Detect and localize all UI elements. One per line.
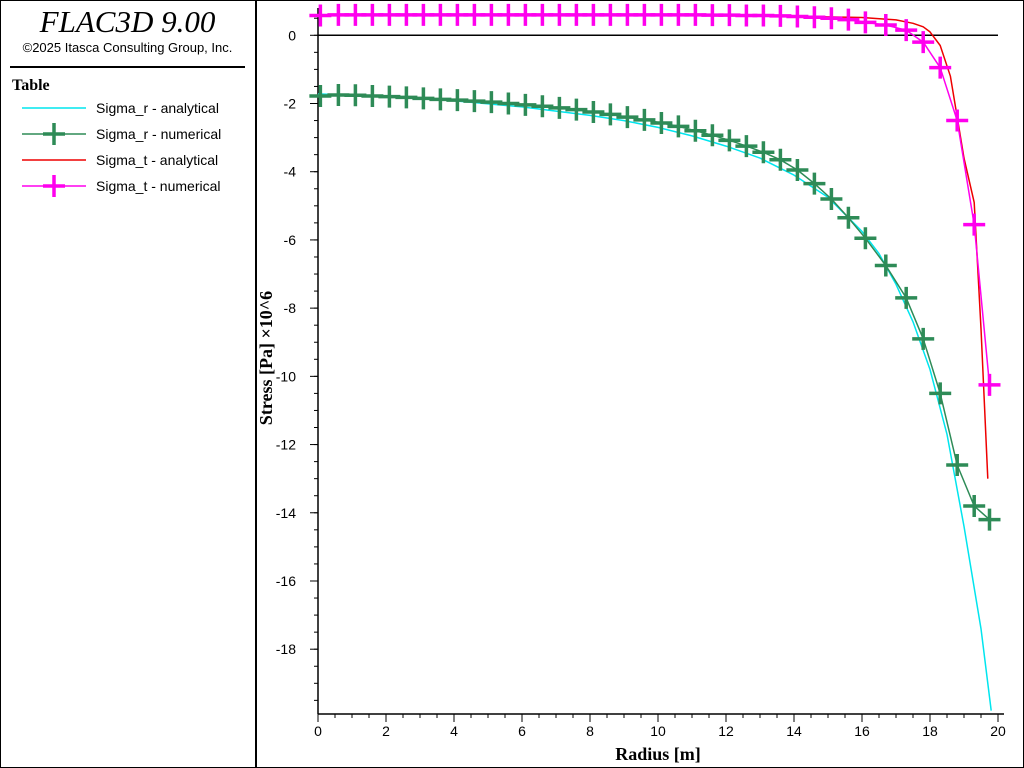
data-point-marker [667,115,690,138]
series-layer [309,3,1001,711]
data-point-marker [769,148,792,171]
series-0 [317,93,992,711]
data-point-marker [854,227,877,250]
data-point-marker [786,159,809,182]
series-line [318,14,989,479]
data-point-marker [803,172,826,195]
data-point-marker [895,19,918,42]
y-tick-label: -2 [284,95,297,111]
data-point-marker [633,108,656,131]
y-tick-label: -12 [276,437,296,453]
data-point-marker [616,106,639,129]
data-point-marker [929,382,952,405]
data-point-marker [874,254,897,277]
series-line [320,14,991,385]
series-line [317,93,992,711]
series-line [320,94,990,521]
legend-swatch-sigma-r-analytical [22,107,86,109]
copyright-text: ©2025 Itasca Consulting Group, Inc. [22,40,233,55]
y-tick-label: -16 [276,573,296,589]
legend-label-sigma-r-numerical: Sigma_r - numerical [96,126,222,142]
data-point-marker [650,111,673,134]
data-point-marker [820,187,843,210]
x-tick-label: 10 [650,723,666,739]
data-point-marker [752,141,775,164]
x-tick-label: 0 [314,723,322,739]
y-ticks: 0 -2 -4 -6 -8 -10 -12 -14 -16 -18 [276,17,318,701]
data-point-marker [837,206,860,229]
data-point-marker [895,286,918,309]
legend-item-sigma-r-analytical: Sigma_r - analytical [12,96,252,120]
y-tick-label: -8 [284,300,297,316]
y-tick-label: 0 [288,27,296,43]
x-tick-label: 16 [854,723,870,739]
legend-title: Table [12,77,50,94]
data-point-marker [874,14,897,37]
data-point-marker [684,119,707,142]
legend-label-sigma-t-numerical: Sigma_t - numerical [96,178,221,194]
data-point-marker [854,11,877,34]
data-point-marker [912,327,935,350]
header-rule [10,66,245,68]
data-point-marker [718,129,741,152]
y-tick-label: -18 [276,641,296,657]
x-tick-label: 12 [718,723,734,739]
data-point-marker [582,101,605,124]
legend-item-sigma-t-analytical: Sigma_t - analytical [12,148,252,172]
x-tick-label: 4 [450,723,458,739]
data-point-marker [978,373,1001,396]
data-point-marker [701,124,724,147]
legend-swatch-sigma-t-numerical [22,175,86,197]
data-point-marker [963,494,986,517]
data-point-marker [837,8,860,31]
y-tick-label: -6 [284,232,297,248]
series-1 [309,83,1001,531]
data-point-marker [565,98,588,121]
data-point-marker [978,508,1001,531]
legend-label-sigma-t-analytical: Sigma_t - analytical [96,152,219,168]
series-3 [309,3,1001,396]
x-ticks: 0 2 4 6 8 10 12 14 16 18 20 [314,714,1006,739]
y-axis-title: Stress [Pa] ×10^6 [256,291,276,425]
data-point-marker [599,103,622,126]
y-tick-label: -4 [284,164,297,180]
x-tick-label: 6 [518,723,526,739]
app-title: FLAC3D 9.00 [39,4,216,39]
x-tick-label: 20 [990,723,1006,739]
data-point-marker [912,31,935,54]
x-axis-title: Radius [m] [615,744,701,764]
y-tick-label: -14 [276,505,296,521]
x-tick-label: 14 [786,723,802,739]
data-point-marker [963,213,986,236]
data-point-marker [735,135,758,158]
y-tick-label: -10 [276,368,296,384]
data-point-marker [946,454,969,477]
legend-item-sigma-r-numerical: Sigma_r - numerical [12,122,252,146]
legend-item-sigma-t-numerical: Sigma_t - numerical [12,174,252,198]
x-tick-label: 8 [586,723,594,739]
x-tick-label: 2 [382,723,390,739]
legend-swatch-sigma-t-analytical [22,159,86,161]
data-point-marker [929,56,952,79]
panel-divider [255,0,257,767]
legend-swatch-sigma-r-numerical [22,123,86,145]
x-tick-label: 18 [922,723,938,739]
data-point-marker [946,109,969,132]
legend-label-sigma-r-analytical: Sigma_r - analytical [96,100,219,116]
series-2 [318,14,989,479]
